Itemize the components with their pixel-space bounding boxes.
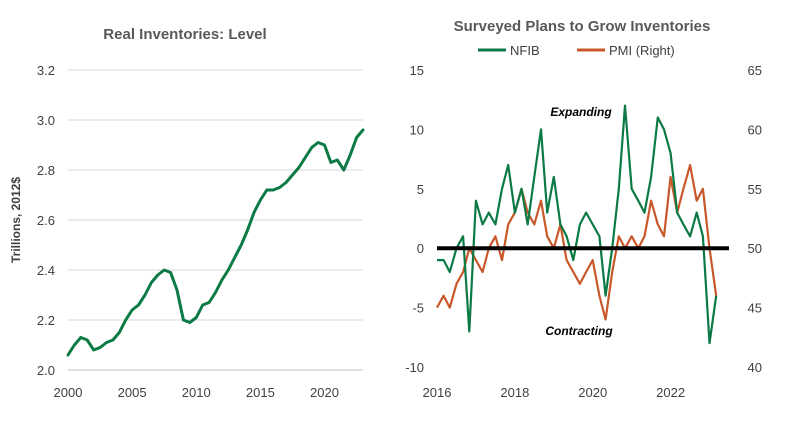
left-chart-title: Real Inventories: Level xyxy=(103,26,266,43)
left-chart-gridlines xyxy=(68,69,363,371)
legend-nfib-label: NFIB xyxy=(510,43,540,58)
right-chart-legend: NFIB PMI (Right) xyxy=(478,43,675,58)
left-chart-x-tick-label: 2010 xyxy=(182,385,211,400)
right-chart-x-ticks: 2016 2018 2020 2022 xyxy=(423,385,686,400)
pmi-series-line xyxy=(436,163,718,321)
right-chart-right-y-tick-label: 60 xyxy=(748,122,762,137)
right-chart-left-y-tick-label: 10 xyxy=(410,122,424,137)
right-chart-left-y-tick-label: -10 xyxy=(405,360,424,375)
right-chart-right-y-tick-label: 50 xyxy=(748,241,762,256)
right-chart-left-y-tick-label: 15 xyxy=(410,63,424,78)
right-chart-left-y-tick-label: -5 xyxy=(412,301,424,316)
left-chart-x-tick-label: 2000 xyxy=(54,385,83,400)
left-chart-series-line xyxy=(66,128,365,357)
right-chart-x-tick-label: 2022 xyxy=(656,385,685,400)
right-chart-right-y-tick-label: 65 xyxy=(748,63,762,78)
left-chart-y-tick-label: 2.8 xyxy=(37,163,55,178)
left-chart-x-tick-label: 2020 xyxy=(310,385,339,400)
right-chart-left-y-ticks: -10 -5 0 5 10 15 xyxy=(405,63,424,375)
left-chart-x-ticks: 2000 2005 2010 2015 2020 xyxy=(54,385,339,400)
right-chart-left-y-tick-label: 5 xyxy=(417,182,424,197)
right-chart-left-y-tick-label: 0 xyxy=(417,241,424,256)
left-chart-x-tick-label: 2005 xyxy=(118,385,147,400)
right-chart-right-y-tick-label: 40 xyxy=(748,360,762,375)
right-chart-right-y-tick-label: 55 xyxy=(748,182,762,197)
right-chart-right-y-ticks: 40 45 50 55 60 65 xyxy=(748,63,762,375)
right-chart-x-tick-label: 2020 xyxy=(578,385,607,400)
left-chart-y-ticks: 2.0 2.2 2.4 2.6 2.8 3.0 3.2 xyxy=(37,63,55,378)
left-chart-y-tick-label: 3.2 xyxy=(37,63,55,78)
annotation-expanding: Expanding xyxy=(550,105,612,119)
left-chart-y-tick-label: 2.4 xyxy=(37,263,55,278)
legend-pmi-label: PMI (Right) xyxy=(609,43,675,58)
right-chart-x-tick-label: 2018 xyxy=(500,385,529,400)
left-chart-y-tick-label: 3.0 xyxy=(37,113,55,128)
left-chart-y-tick-label: 2.6 xyxy=(37,213,55,228)
left-chart-y-axis-label: Trillions, 2012$ xyxy=(9,177,23,263)
left-chart-y-tick-label: 2.2 xyxy=(37,313,55,328)
right-chart: Surveyed Plans to Grow Inventories NFIB … xyxy=(405,18,762,400)
right-chart-title: Surveyed Plans to Grow Inventories xyxy=(454,18,711,35)
left-chart-y-tick-label: 2.0 xyxy=(37,363,55,378)
left-chart: Real Inventories: Level Trillions, 2012$… xyxy=(9,26,365,400)
nfib-series-line xyxy=(437,104,718,345)
right-chart-right-y-tick-label: 45 xyxy=(748,301,762,316)
annotation-contracting: Contracting xyxy=(545,324,613,338)
left-chart-x-tick-label: 2015 xyxy=(246,385,275,400)
right-chart-x-tick-label: 2016 xyxy=(423,385,452,400)
